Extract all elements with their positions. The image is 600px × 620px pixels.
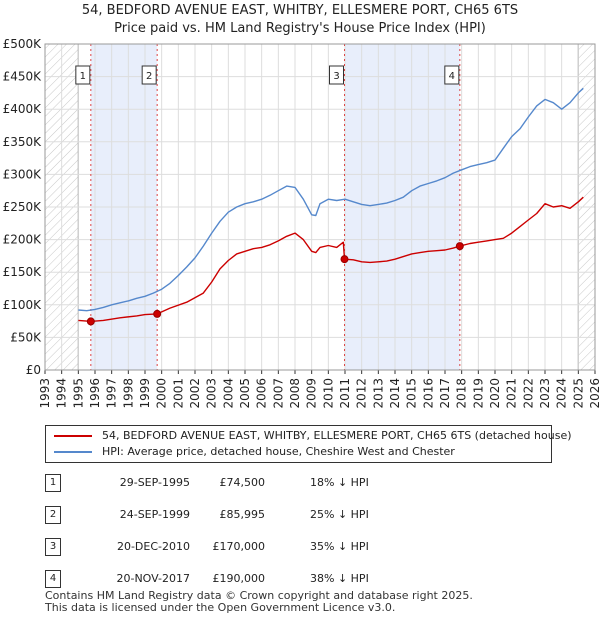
sale-price: £74,500 [219, 476, 266, 489]
sale-price: £170,000 [212, 540, 266, 553]
sale-hpi-diff: 25% ↓ HPI [310, 508, 369, 521]
sale-label-box [329, 65, 344, 85]
footer: Contains HM Land Registry data © Crown c… [45, 590, 473, 614]
x-tick-label: 2016 [421, 378, 435, 409]
x-tick-label: 1996 [88, 378, 102, 409]
x-tick-label: 2008 [288, 378, 302, 409]
sale-hpi-diff: 18% ↓ HPI [310, 476, 369, 489]
x-tick-label: 2013 [371, 378, 385, 409]
x-tick-label: 1998 [121, 378, 135, 409]
price-chart: £0 £50K £100K £150K £200K £250K £300K £350K £400… [3, 37, 600, 409]
sale-date: 20-DEC-2010 [116, 540, 190, 553]
y-tick-label: £400K [3, 102, 43, 116]
sale-label-box [444, 65, 460, 85]
sale-point [153, 309, 162, 318]
sale-label-box [141, 65, 157, 85]
x-tick-label: 2010 [321, 378, 335, 409]
x-tick-label: 2023 [538, 378, 552, 409]
x-tick-label: 2000 [155, 378, 169, 409]
y-tick-label: £100K [3, 298, 43, 312]
footer-line-2: This data is licensed under the Open Gov… [45, 601, 396, 614]
sale-label-box [75, 65, 91, 85]
chart-title: 54, BEDFORD AVENUE EAST, WHITBY, ELLESME… [0, 2, 600, 38]
x-tick-label: 2004 [221, 378, 235, 409]
sale-row: 4 20-NOV-2017 £190,000 38% ↓ HPI [45, 570, 425, 590]
sale-point [340, 255, 349, 264]
x-tick-label: 2025 [571, 378, 585, 409]
y-tick-label: £150K [3, 265, 43, 279]
x-tick-label: 2002 [188, 378, 202, 409]
legend-swatch-property [54, 435, 92, 437]
sale-label: 1 [80, 71, 86, 82]
x-tick-label: 2026 [588, 378, 600, 409]
title-line-1: 54, BEDFORD AVENUE EAST, WHITBY, ELLESME… [81, 3, 519, 18]
y-tick-label: £50K [10, 330, 42, 344]
sale-date: 24-SEP-1999 [119, 508, 190, 521]
footer-line-1: Contains HM Land Registry data © Crown c… [45, 589, 473, 602]
sale-label: 3 [333, 71, 339, 82]
x-tick-label: 2019 [471, 378, 485, 409]
legend: 54, BEDFORD AVENUE EAST, WHITBY, ELLESME… [45, 425, 572, 463]
legend-item-property: 54, BEDFORD AVENUE EAST, WHITBY, ELLESME… [54, 428, 572, 444]
title-line-2: Price paid vs. HM Land Registry's House … [114, 21, 486, 36]
x-tick-label: 1997 [105, 378, 119, 409]
legend-swatch-hpi [54, 451, 92, 453]
y-tick-label: £0 [26, 363, 41, 377]
sale-date: 29-SEP-1995 [119, 476, 190, 489]
y-tick-label: £500K [3, 37, 43, 51]
x-tick-label: 2009 [305, 378, 319, 409]
x-tick-label: 2006 [255, 378, 269, 409]
sale-row: 2 24-SEP-1999 £85,995 25% ↓ HPI [45, 506, 425, 526]
x-tick-label: 2011 [338, 378, 352, 409]
x-tick-label: 2015 [405, 378, 419, 409]
x-tick-label: 1993 [38, 378, 52, 409]
x-tick-label: 2007 [271, 378, 285, 409]
sale-label: 4 [449, 71, 455, 82]
sale-point [455, 242, 464, 251]
y-tick-label: £450K [3, 70, 43, 84]
x-tick-label: 2022 [521, 378, 535, 409]
y-tick-label: £250K [3, 200, 43, 214]
sale-price: £190,000 [212, 572, 266, 585]
y-tick-label: £200K [3, 233, 43, 247]
sale-number-box: 1 [45, 474, 61, 492]
x-tick-label: 1999 [138, 378, 152, 409]
sale-number-box: 3 [45, 538, 61, 556]
x-tick-label: 2024 [555, 378, 569, 409]
plot-frame [44, 43, 596, 371]
y-tick-label: £350K [3, 135, 43, 149]
sale-date: 20-NOV-2017 [116, 572, 190, 585]
x-tick-label: 2021 [505, 378, 519, 409]
sale-row: 3 20-DEC-2010 £170,000 35% ↓ HPI [45, 538, 425, 558]
sale-label: 2 [146, 71, 152, 82]
sale-row: 1 29-SEP-1995 £74,500 18% ↓ HPI [45, 474, 425, 494]
x-tick-label: 2003 [205, 378, 219, 409]
sale-price: £85,995 [219, 508, 266, 521]
sale-number-box: 2 [45, 506, 61, 524]
sale-hpi-diff: 35% ↓ HPI [310, 540, 369, 553]
legend-label-property: 54, BEDFORD AVENUE EAST, WHITBY, ELLESME… [102, 429, 572, 442]
x-tick-label: 2012 [355, 378, 369, 409]
y-tick-label: £300K [3, 167, 43, 181]
sale-number-box: 4 [45, 570, 61, 588]
sale-point [86, 317, 95, 326]
x-tick-label: 1994 [55, 378, 69, 409]
x-tick-label: 2020 [488, 378, 502, 409]
hpi-line [78, 87, 584, 312]
sale-hpi-diff: 38% ↓ HPI [310, 572, 369, 585]
legend-item-hpi: HPI: Average price, detached house, Ches… [54, 444, 455, 460]
x-tick-label: 2018 [455, 378, 469, 409]
x-tick-label: 2017 [438, 378, 452, 409]
legend-label-hpi: HPI: Average price, detached house, Ches… [102, 445, 455, 458]
x-tick-label: 2005 [238, 378, 252, 409]
x-tick-label: 2001 [171, 378, 185, 409]
x-tick-label: 2014 [388, 378, 402, 409]
x-tick-label: 1995 [71, 378, 85, 409]
